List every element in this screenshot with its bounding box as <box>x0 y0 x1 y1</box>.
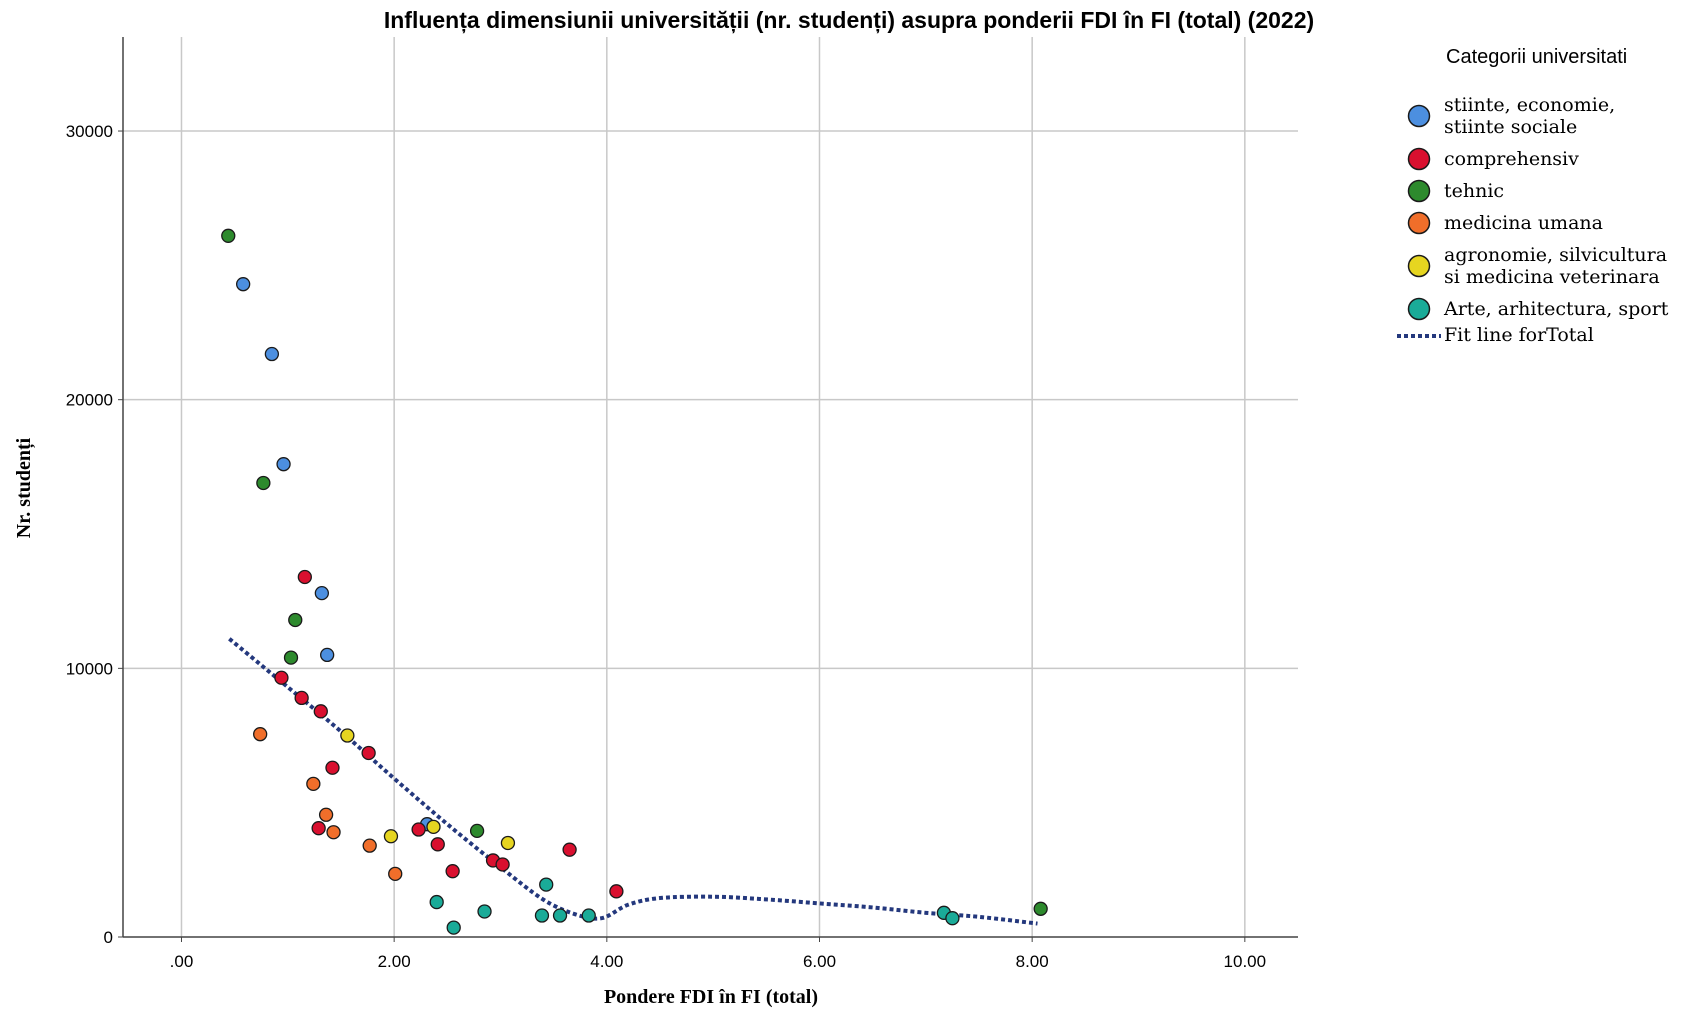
legend-swatch <box>1407 254 1431 278</box>
axes <box>122 37 1298 938</box>
data-point <box>495 857 510 872</box>
legend-label: medicina umana <box>1444 212 1603 234</box>
legend-label: comprehensiv <box>1444 148 1579 170</box>
data-point <box>314 585 329 601</box>
data-point <box>445 864 460 879</box>
legend-label: tehnic <box>1444 180 1504 202</box>
legend-label: stiinte, economie, <box>1444 94 1615 116</box>
x-tick-label: 8.00 <box>1016 952 1049 971</box>
data-point <box>256 475 271 491</box>
x-tick-label: 6.00 <box>803 952 836 971</box>
legend-swatch <box>1407 179 1431 203</box>
legend-fit-label: Fit line forTotal <box>1444 324 1594 346</box>
legend-label: Arte, arhitectura, sport <box>1443 298 1669 320</box>
data-point <box>429 894 444 910</box>
legend-label: agronomie, silvicultura <box>1444 244 1667 266</box>
data-point <box>253 727 268 742</box>
data-point <box>297 569 312 585</box>
chart-title: Influența dimensiunii universității (nr.… <box>384 7 1314 34</box>
x-axis-title: Pondere FDI în FI (total) <box>604 986 818 1008</box>
data-point <box>361 745 376 761</box>
data-point <box>236 277 251 292</box>
legend-title: Categorii universitati <box>1446 46 1627 68</box>
data-point <box>552 908 568 923</box>
data-point <box>264 346 280 362</box>
data-point <box>276 457 291 472</box>
data-point <box>534 908 550 923</box>
data-point <box>383 829 399 844</box>
data-point <box>362 838 377 853</box>
legend-label: si medicina veterinara <box>1444 266 1660 288</box>
data-point <box>313 704 328 719</box>
fit-line <box>228 637 1038 926</box>
legend-swatch <box>1407 211 1431 235</box>
data-point <box>388 866 403 882</box>
data-point <box>430 837 445 852</box>
data-point <box>294 690 309 706</box>
data-point <box>581 908 596 923</box>
y-axis-title: Nr. studenți <box>13 437 36 538</box>
data-point <box>221 228 236 243</box>
data-point <box>326 825 341 840</box>
x-tick-label: 4.00 <box>590 952 623 971</box>
data-point <box>411 822 426 837</box>
x-tick-label: .00 <box>170 952 194 971</box>
data-point <box>340 728 355 743</box>
y-tick-label: 10000 <box>66 659 113 678</box>
data-point <box>426 819 441 835</box>
data-point <box>320 647 335 663</box>
x-tick-label: 10.00 <box>1224 952 1267 971</box>
data-point <box>500 835 516 851</box>
y-tick-label: 0 <box>104 928 113 947</box>
data-point <box>609 884 624 899</box>
fit-line-curve <box>228 637 1038 926</box>
tick-labels: .00 2.00 4.00 6.00 8.00 10.00 0 10000 20000 30000 <box>66 122 1266 971</box>
data-point <box>274 670 289 685</box>
legend-swatch <box>1407 104 1431 128</box>
data-point <box>288 612 303 628</box>
data-point <box>318 807 334 822</box>
legend-swatch <box>1407 147 1431 171</box>
legend-label: stiinte sociale <box>1444 116 1577 138</box>
data-point <box>562 842 577 857</box>
data-point <box>325 760 340 775</box>
gridlines <box>123 37 1298 937</box>
data-point <box>1033 901 1048 916</box>
data-point <box>283 650 299 665</box>
y-tick-label: 30000 <box>66 122 113 141</box>
legend-swatch <box>1407 297 1431 321</box>
data-point <box>469 823 485 839</box>
y-tick-label: 20000 <box>66 391 113 410</box>
data-point <box>311 821 326 836</box>
data-point <box>539 877 554 892</box>
data-point <box>306 776 321 792</box>
legend: Categorii universitati stiinte, economie… <box>1397 46 1669 346</box>
data-point <box>446 920 461 935</box>
data-point <box>477 904 492 919</box>
data-points <box>221 228 1048 935</box>
x-tick-label: 2.00 <box>378 952 411 971</box>
data-point <box>945 911 960 926</box>
